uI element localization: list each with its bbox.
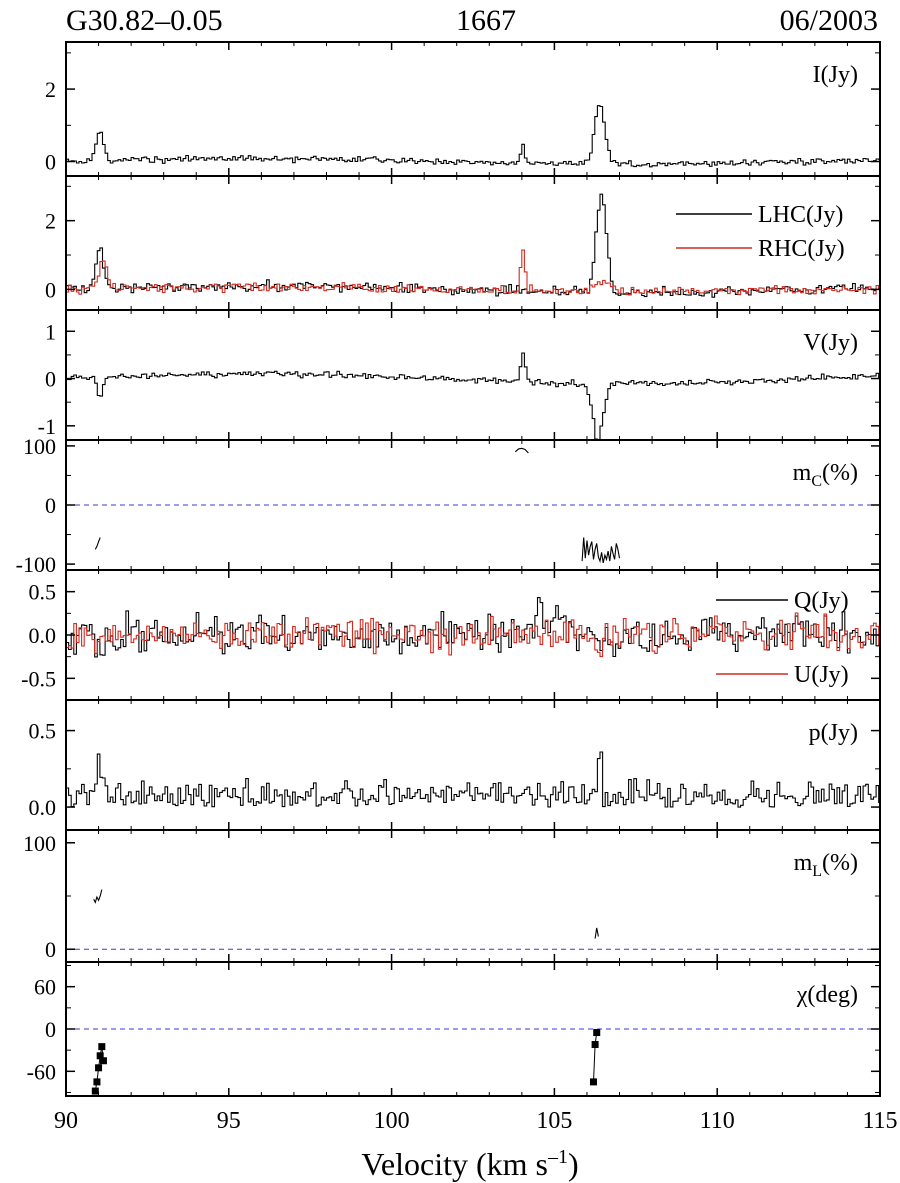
x-title-main: Velocity (km s	[361, 1146, 548, 1182]
x-tick-label: 90	[54, 1108, 78, 1134]
panel-label: mC(%)	[793, 460, 858, 490]
panel-3: -100 0 100 mC(%)	[16, 434, 881, 577]
y-tick-label: 0	[45, 493, 56, 518]
data-point	[93, 1078, 101, 1086]
y-tick-label: 60	[34, 975, 56, 1000]
series-group	[93, 889, 599, 939]
y-tick-label: 2	[45, 209, 56, 234]
legend-label: RHC(Jy)	[758, 236, 845, 262]
y-tick-label: 0.0	[29, 623, 57, 648]
label-suffix: (%)	[822, 460, 858, 486]
series-line-1	[514, 447, 529, 454]
panel-label: mL(%)	[794, 850, 858, 880]
series-line-1	[66, 249, 880, 296]
panel-label: V(Jy)	[803, 330, 858, 356]
panel-1: 0 2 LHC(Jy) RHC(Jy)	[45, 175, 881, 311]
y-tick-label: 0.5	[29, 580, 57, 605]
x-tick-label: 100	[374, 1108, 410, 1134]
legend-label: Q(Jy)	[794, 588, 849, 614]
data-point	[589, 1078, 597, 1086]
data-point	[98, 1043, 106, 1051]
x-tick-label: 110	[700, 1108, 735, 1134]
label-sub: L	[812, 863, 822, 880]
series-line-0	[93, 889, 103, 904]
panels-group: 0 2 I(Jy) 0 2 LHC(Jy) RHC(Jy) -1 0 1 V(Jy) -100 0 100…	[16, 41, 881, 1097]
panel-0: 0 2 I(Jy)	[45, 41, 881, 177]
y-tick-label: 0	[45, 937, 56, 962]
series-line-1	[593, 1032, 598, 1082]
x-tick-label: 105	[536, 1108, 572, 1134]
y-tick-label: 0	[45, 1017, 56, 1042]
series-line-0	[66, 352, 880, 440]
data-point	[99, 1057, 107, 1065]
series-group	[94, 447, 621, 564]
panel-7: -60 0 60 χ(deg)	[27, 961, 881, 1097]
source-name: G30.82–0.05	[66, 4, 223, 37]
label-main: m	[793, 460, 812, 486]
series-line-1	[66, 612, 880, 657]
panel-5: 0.0 0.5 p(Jy)	[29, 699, 881, 831]
y-tick-label: 0.5	[29, 719, 57, 744]
panel-frame	[65, 829, 881, 963]
series-group	[66, 597, 880, 658]
series-line-2	[581, 537, 621, 564]
series-group	[66, 352, 880, 440]
data-point	[591, 1041, 599, 1049]
y-tick-label: 100	[23, 434, 56, 459]
frequency-label: 1667	[456, 4, 516, 37]
y-tick-label: -100	[16, 552, 56, 577]
data-point	[96, 1052, 104, 1060]
series-group	[91, 1029, 601, 1095]
series-line-0	[66, 751, 880, 808]
panel-label: I(Jy)	[813, 62, 858, 88]
data-point	[91, 1087, 99, 1095]
y-tick-label: -60	[27, 1059, 56, 1084]
y-tick-label: 0	[45, 367, 56, 392]
panel-4: -0.5 0.0 0.5 Q(Jy) U(Jy)	[21, 569, 881, 701]
y-tick-label: 100	[23, 831, 56, 856]
y-tick-label: 2	[45, 77, 56, 102]
panel-label: χ(deg)	[796, 982, 858, 1008]
observation-date: 06/2003	[779, 4, 878, 37]
y-tick-label: 1	[45, 319, 56, 344]
data-point	[593, 1029, 601, 1037]
x-title-end: )	[568, 1146, 579, 1182]
panel-label: p(Jy)	[809, 720, 858, 746]
series-group	[66, 105, 880, 168]
panel-6: 0 100 mL(%)	[23, 829, 881, 963]
x-tick-label: 95	[217, 1108, 241, 1134]
y-tick-label: -0.5	[21, 666, 56, 691]
panel-2: -1 0 1 V(Jy)	[38, 309, 881, 441]
x-axis-title: Velocity (km s–1)	[361, 1146, 578, 1182]
y-tick-label: 0.0	[29, 795, 57, 820]
series-line-1	[594, 927, 599, 939]
y-tick-label: -1	[38, 414, 56, 439]
series-group	[66, 193, 880, 298]
legend-label: LHC(Jy)	[758, 202, 843, 228]
series-line-0	[66, 105, 880, 168]
label-main: m	[794, 850, 813, 876]
series-group	[66, 751, 880, 808]
label-sub: C	[811, 473, 822, 490]
x-tick-label: 115	[862, 1108, 897, 1134]
panel-frame	[65, 699, 881, 831]
x-title-sup: –1	[547, 1146, 568, 1168]
series-line-0	[66, 597, 880, 658]
y-tick-label: 0	[45, 150, 56, 175]
legend-label: U(Jy)	[794, 662, 849, 688]
x-axis: 90 95 100 105 110 115 Velocity (km s–1)	[54, 1108, 898, 1182]
data-point	[95, 1064, 103, 1072]
y-tick-label: 0	[45, 277, 56, 302]
series-line-0	[94, 537, 101, 550]
label-suffix: (%)	[822, 850, 858, 876]
